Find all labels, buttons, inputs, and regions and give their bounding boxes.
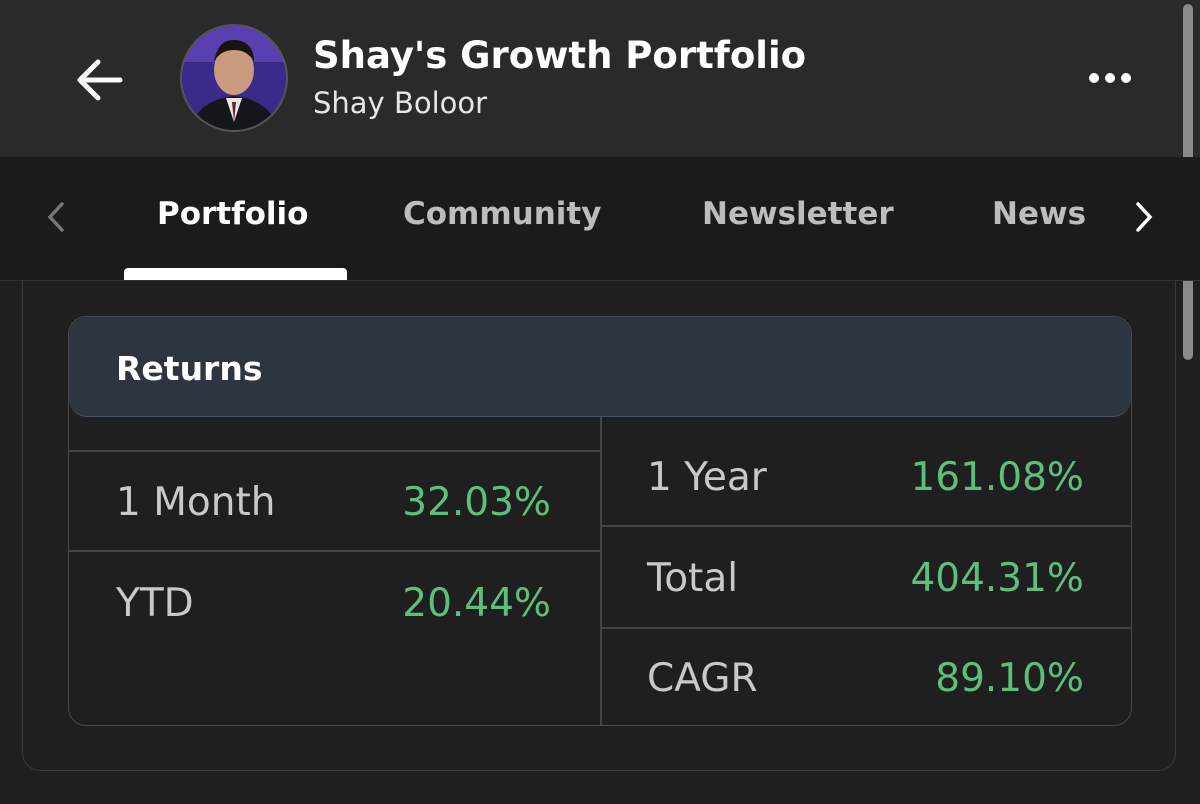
return-label: YTD: [116, 581, 194, 626]
divider: [600, 417, 602, 725]
tab-bar: [0, 157, 1200, 281]
more-menu[interactable]: [1086, 66, 1136, 90]
return-label: 1 Year: [647, 455, 767, 500]
return-label: Total: [647, 556, 739, 601]
tab[interactable]: News: [992, 196, 1087, 232]
divider: [600, 525, 1131, 527]
return-value: 20.44%: [402, 581, 551, 626]
return-label: CAGR: [647, 656, 758, 701]
tab[interactable]: Community: [403, 196, 602, 232]
tab-scroll-right[interactable]: [1132, 200, 1156, 234]
divider: [69, 550, 600, 552]
active-tab-indicator: [124, 268, 347, 280]
content-panel: [22, 280, 1176, 771]
return-value: 161.08%: [910, 455, 1084, 500]
return-value: 32.03%: [402, 480, 551, 525]
divider: [69, 450, 600, 452]
returns-card: Returns 1 Month 32.03% YTD 20.44% 1 Year…: [68, 316, 1132, 726]
back-button[interactable]: [70, 50, 130, 110]
card-header: Returns: [69, 317, 1131, 417]
return-value: 89.10%: [935, 656, 1084, 701]
avatar[interactable]: [178, 22, 290, 134]
return-value: 404.31%: [910, 556, 1084, 601]
author-name: Shay Boloor: [313, 86, 488, 120]
card-title: Returns: [116, 349, 263, 388]
divider: [600, 627, 1131, 629]
portfolio-title: Shay's Growth Portfolio: [313, 34, 807, 77]
tab[interactable]: Portfolio: [157, 196, 309, 232]
tab[interactable]: Newsletter: [702, 196, 894, 232]
tab-scroll-left[interactable]: [44, 200, 68, 234]
return-label: 1 Month: [116, 480, 276, 525]
